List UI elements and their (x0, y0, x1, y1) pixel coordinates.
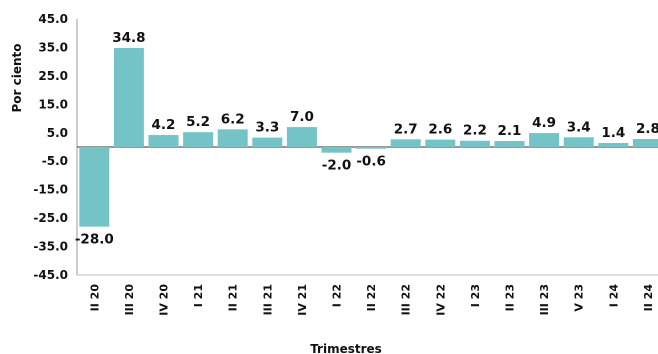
x-tick-label: I 23 (469, 284, 482, 307)
bar (252, 137, 283, 147)
bar (598, 143, 629, 147)
x-axis-ticks: II 20 III 20 IV 20 I 21 II 21 III 21 IV 21 I 22… (88, 284, 655, 316)
x-axis-title: Trimestres (310, 342, 382, 354)
bar (79, 147, 110, 227)
x-tick-label: II 22 (365, 284, 378, 311)
data-label: -2.0 (322, 158, 352, 174)
bar (113, 48, 144, 147)
data-label: 34.8 (112, 30, 145, 46)
x-tick-label: IV 21 (296, 284, 309, 316)
y-tick-label: 45.0 (38, 12, 68, 26)
data-label: 3.3 (255, 120, 279, 136)
data-label: 6.2 (221, 111, 245, 127)
data-label: 5.2 (186, 114, 210, 130)
bar (529, 133, 560, 147)
bar (632, 139, 658, 147)
data-label: 2.6 (428, 122, 452, 138)
y-axis-title: Por ciento (10, 43, 24, 112)
x-tick-label: II 20 (88, 284, 101, 312)
y-tick-label: 15.0 (38, 97, 68, 111)
bar (494, 141, 525, 147)
bar (183, 132, 214, 147)
bar (459, 140, 490, 147)
x-tick-label: IV 22 (434, 284, 447, 316)
y-axis-ticks: 45.0 35.0 25.0 15.0 5.0 -5.0 -15.0 -25.0 -35.0 -4… (33, 12, 68, 282)
y-tick-label: -45.0 (33, 268, 68, 282)
data-label: -0.6 (356, 154, 386, 170)
data-label: 1.4 (601, 125, 625, 141)
x-tick-label: I 21 (192, 284, 205, 307)
bars (79, 48, 658, 227)
data-label: 2.1 (498, 123, 522, 139)
x-tick-label: II 24 (642, 284, 655, 312)
data-label: 4.2 (152, 117, 176, 133)
bar (425, 139, 456, 147)
bar (356, 147, 387, 149)
x-tick-label: III 23 (538, 284, 551, 315)
bar (563, 137, 594, 147)
data-label: 4.9 (532, 115, 556, 131)
bar (286, 127, 317, 147)
bar (217, 129, 248, 147)
y-tick-label: -35.0 (33, 240, 68, 254)
data-label: -28.0 (75, 232, 114, 248)
data-label: 2.8 (636, 121, 658, 137)
y-tick-label: 5.0 (47, 126, 68, 140)
bar (321, 147, 352, 153)
x-tick-label: IV 20 (158, 284, 171, 316)
y-tick-label: 35.0 (38, 40, 68, 54)
x-tick-label: I 24 (607, 284, 620, 308)
data-label: 3.4 (567, 119, 591, 135)
bar (390, 139, 421, 147)
data-labels: -28.0 34.8 4.2 5.2 6.2 3.3 7.0 -2.0 -0.6 2.7 2.6 2.… (75, 30, 658, 248)
x-tick-label: III 20 (123, 284, 136, 316)
x-tick-label: V 23 (573, 284, 586, 312)
x-tick-label: II 21 (227, 284, 240, 311)
data-label: 7.0 (290, 109, 314, 125)
bar (148, 135, 179, 147)
x-tick-label: I 22 (331, 284, 344, 307)
y-tick-label: -25.0 (33, 211, 68, 225)
y-tick-label: 25.0 (38, 69, 68, 83)
data-label: 2.2 (463, 123, 487, 139)
x-tick-label: II 23 (504, 284, 517, 311)
y-tick-label: -15.0 (33, 183, 68, 197)
y-tick-label: -5.0 (42, 154, 68, 168)
data-label: 2.7 (394, 121, 418, 137)
x-tick-label: III 21 (261, 284, 274, 315)
x-tick-label: III 22 (400, 284, 413, 315)
